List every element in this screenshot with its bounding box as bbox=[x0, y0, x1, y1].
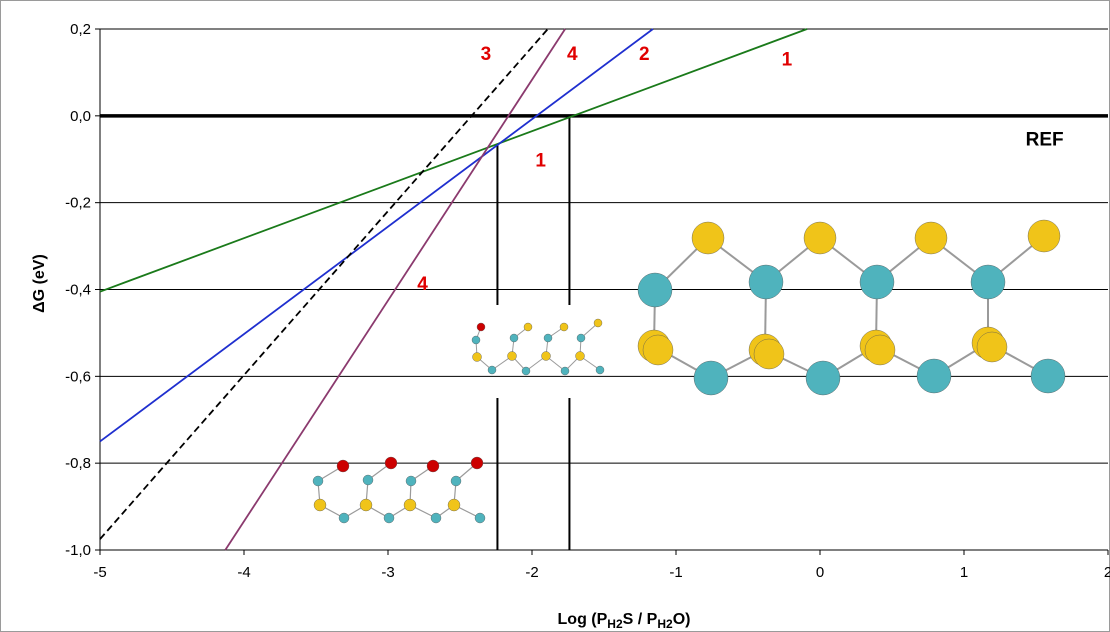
molecule-illustrations bbox=[312, 219, 1066, 524]
series-line-1 bbox=[99, 28, 808, 293]
y-axis-title: ΔG (eV) bbox=[31, 254, 48, 313]
sulfur-atom bbox=[359, 498, 373, 512]
series-line-4 bbox=[224, 28, 566, 551]
metal-atom bbox=[509, 333, 519, 343]
metal-atom bbox=[383, 512, 395, 524]
metal-atom bbox=[543, 333, 553, 343]
oxygen-atom bbox=[476, 322, 486, 332]
y-tick-label: 0,2 bbox=[70, 21, 91, 38]
sulfur-atom bbox=[472, 352, 482, 362]
sulfur-atom bbox=[541, 351, 551, 361]
sulfur-atom bbox=[1027, 219, 1061, 253]
x-axis-title: Log (PH2S / PH2O) bbox=[558, 611, 691, 631]
curve-label-3: 3 bbox=[481, 44, 492, 65]
sulfur-atom bbox=[753, 338, 785, 370]
sulfur-atom bbox=[313, 498, 327, 512]
curve-label-2: 2 bbox=[639, 44, 650, 65]
sulfur-atom bbox=[507, 351, 517, 361]
curve-label-4: 4 bbox=[417, 274, 428, 295]
ref-label: REF bbox=[1026, 129, 1064, 150]
series-line-2 bbox=[99, 28, 654, 443]
metal-atom bbox=[970, 264, 1006, 300]
sulfur-atom bbox=[593, 318, 603, 328]
metal-atom bbox=[637, 272, 673, 308]
metal-atom bbox=[362, 474, 374, 486]
metal-atom bbox=[576, 333, 586, 343]
oxygen-atom bbox=[384, 456, 398, 470]
oxygen-atom bbox=[336, 459, 350, 473]
sulfur-atom bbox=[914, 221, 948, 255]
x-tick-label: -1 bbox=[669, 564, 682, 581]
metal-atom bbox=[487, 365, 497, 375]
oxygen-atom bbox=[470, 456, 484, 470]
sulfur-atom bbox=[523, 322, 533, 332]
metal-atom bbox=[521, 366, 531, 376]
gridlines bbox=[100, 28, 1108, 464]
series-lines bbox=[99, 28, 1108, 551]
metal-atom bbox=[916, 358, 952, 394]
curve-label-1: 1 bbox=[782, 50, 793, 71]
x-tick-label: 1 bbox=[960, 564, 968, 581]
series-line-3 bbox=[99, 28, 549, 540]
metal-atom bbox=[430, 512, 442, 524]
curve-label-1: 1 bbox=[535, 150, 546, 171]
metal-atom bbox=[338, 512, 350, 524]
metal-atom bbox=[859, 264, 895, 300]
sulfur-atom bbox=[403, 498, 417, 512]
axes: 0,2 0,0 -0,2 -0,4 -0,6 -0,8 -1,0-5 -4 -3 -2 -1 0 1 2 L… bbox=[31, 21, 1110, 631]
sulfur-atom bbox=[803, 221, 837, 255]
metal-atom bbox=[471, 335, 481, 345]
x-tick-label: -3 bbox=[381, 564, 394, 581]
metal-atom bbox=[748, 264, 784, 300]
metal-atom bbox=[595, 365, 605, 375]
sulfur-atom bbox=[447, 498, 461, 512]
sulfur-atom bbox=[642, 334, 674, 366]
x-tick-label: 0 bbox=[816, 564, 824, 581]
labels: 3 4 2 1 REF 1 4 bbox=[417, 44, 1063, 295]
metal-atom bbox=[560, 366, 570, 376]
metal-atom bbox=[474, 512, 486, 524]
metal-atom bbox=[693, 360, 729, 396]
y-tick-label: -0,6 bbox=[65, 368, 91, 385]
y-tick-label: 0,0 bbox=[70, 108, 91, 125]
x-tick-label: -2 bbox=[525, 564, 538, 581]
y-tick-label: -0,2 bbox=[65, 195, 91, 212]
sulfur-atom bbox=[691, 221, 725, 255]
metal-atom bbox=[312, 475, 324, 487]
x-tick-label: 2 bbox=[1104, 564, 1110, 581]
y-tick-label: -0,4 bbox=[65, 282, 91, 299]
metal-atom bbox=[1030, 358, 1066, 394]
curve-label-4: 4 bbox=[567, 44, 578, 65]
x-tick-label: -4 bbox=[237, 564, 250, 581]
sulfur-atom bbox=[559, 322, 569, 332]
metal-atom bbox=[405, 475, 417, 487]
sulfur-atom bbox=[976, 331, 1008, 363]
metal-atom bbox=[805, 360, 841, 396]
y-tick-label: -1,0 bbox=[65, 542, 91, 559]
sulfur-atom bbox=[864, 334, 896, 366]
sulfur-atom bbox=[575, 351, 585, 361]
x-tick-label: -5 bbox=[93, 564, 106, 581]
y-tick-label: -0,8 bbox=[65, 455, 91, 472]
oxygen-atom bbox=[426, 459, 440, 473]
metal-atom bbox=[450, 475, 462, 487]
